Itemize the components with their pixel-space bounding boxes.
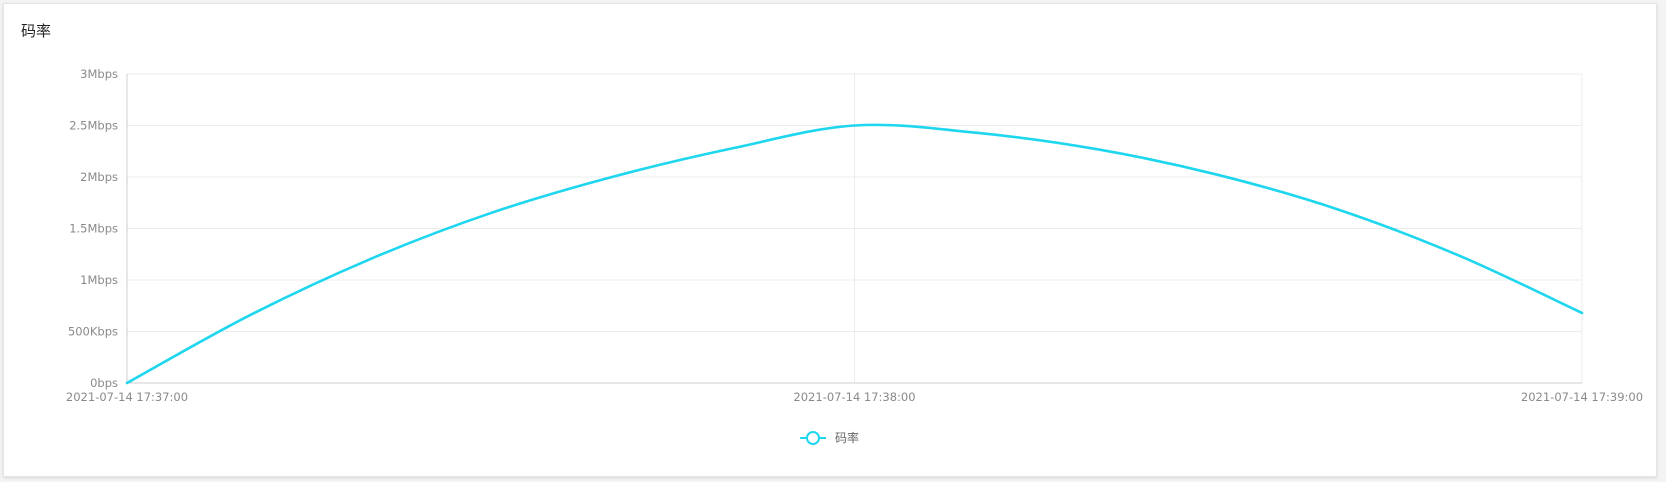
series-line[interactable] xyxy=(125,123,1584,385)
y-tick-label: 0bps xyxy=(90,376,118,390)
y-tick-label: 3Mbps xyxy=(80,67,118,81)
legend-circle-icon xyxy=(806,431,820,445)
grid-lines xyxy=(127,73,1583,383)
legend-item[interactable]: 码率 xyxy=(800,430,859,445)
y-tick-label: 500Kbps xyxy=(68,325,118,339)
y-tick-label: 2Mbps xyxy=(80,170,118,184)
y-tick-label: 2.5Mbps xyxy=(69,119,118,133)
x-tick-label: 2021-07-14 17:37:00 xyxy=(66,390,188,404)
chart-card: 码率 xyxy=(3,3,1657,477)
chart-title: 码率 xyxy=(21,22,52,40)
x-tick-label: 2021-07-14 17:39:00 xyxy=(1521,390,1643,404)
x-tick-label: 2021-07-14 17:38:00 xyxy=(793,390,915,404)
y-tick-label: 1.5Mbps xyxy=(69,222,118,236)
y-axis-tick-labels: 0bps 500Kbps 1Mbps 1.5Mbps 2Mbps 2.5Mbps 3Mbps xyxy=(68,67,118,390)
series-lines xyxy=(125,123,1584,385)
y-tick-label: 1Mbps xyxy=(80,273,118,287)
legend-label: 码率 xyxy=(835,430,859,445)
axes xyxy=(126,74,1582,384)
x-axis-tick-labels: 2021-07-14 17:37:00 2021-07-14 17:38:00 20… xyxy=(66,390,1643,404)
legend[interactable]: 码率 xyxy=(800,430,859,445)
